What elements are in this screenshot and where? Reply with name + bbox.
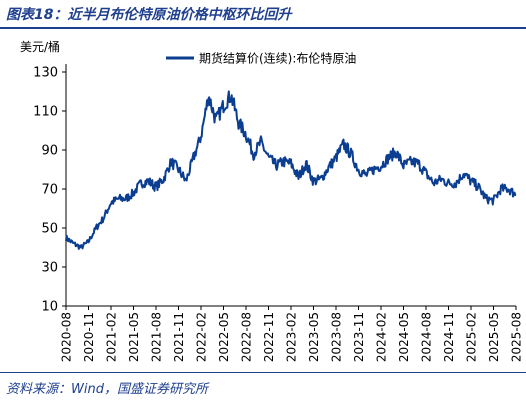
y-tick-label: 70: [41, 183, 58, 198]
x-tick-label: 2023-11: [352, 312, 366, 362]
y-tick-label: 10: [41, 300, 58, 315]
source-note: 资料来源：Wind，国盛证券研究所: [6, 382, 208, 397]
figure-title: 图表18：近半月布伦特原油价格中枢环比回升: [6, 7, 292, 23]
y-tick-label: 110: [33, 105, 58, 120]
x-tick-label: 2025-08: [510, 312, 524, 362]
x-tick-label: 2021-02: [105, 312, 119, 362]
x-tick-label: 2021-05: [127, 312, 141, 362]
x-tick-label: 2020-08: [60, 312, 74, 362]
chart-area: 10 30 50 70 90 110 130 2020-08 2020-11 2021-02 202…: [33, 51, 524, 363]
y-tick-label: 50: [41, 222, 58, 237]
legend-label: 期货结算价(连续):布伦特原油: [199, 51, 356, 66]
x-tick-label: 2022-05: [217, 312, 231, 362]
x-tick-label: 2024-11: [442, 312, 456, 362]
y-tick-label: 30: [41, 261, 58, 276]
x-tick-label: 2023-05: [307, 312, 321, 362]
axes: 10 30 50 70 90 110 130 2020-08 2020-11 2021-02 202…: [33, 64, 524, 362]
y-tick-label: 90: [41, 144, 58, 159]
series-layer: [65, 90, 517, 250]
y-tick-label: 130: [33, 66, 58, 81]
x-tick-label: 2023-08: [330, 312, 344, 362]
x-tick-label: 2024-05: [397, 312, 411, 362]
x-tick-label: 2025-05: [487, 312, 501, 362]
series-line-brent: [65, 90, 517, 250]
x-tick-label: 2022-11: [262, 312, 276, 362]
x-tick-label: 2024-02: [375, 312, 389, 362]
y-axis-label: 美元/桶: [20, 40, 61, 54]
x-tick-label: 2025-02: [465, 312, 479, 362]
x-tick-label: 2022-08: [240, 312, 254, 362]
x-tick-label: 2022-02: [195, 312, 209, 362]
x-tick-label: 2024-08: [420, 312, 434, 362]
x-tick-label: 2020-11: [82, 312, 96, 362]
x-tick-label: 2023-02: [285, 312, 299, 362]
x-tick-label: 2021-11: [172, 312, 186, 362]
source-divider: [0, 372, 526, 373]
x-tick-label: 2021-08: [150, 312, 164, 362]
legend: 期货结算价(连续):布伦特原油: [166, 51, 356, 66]
title-underline: [0, 27, 526, 29]
